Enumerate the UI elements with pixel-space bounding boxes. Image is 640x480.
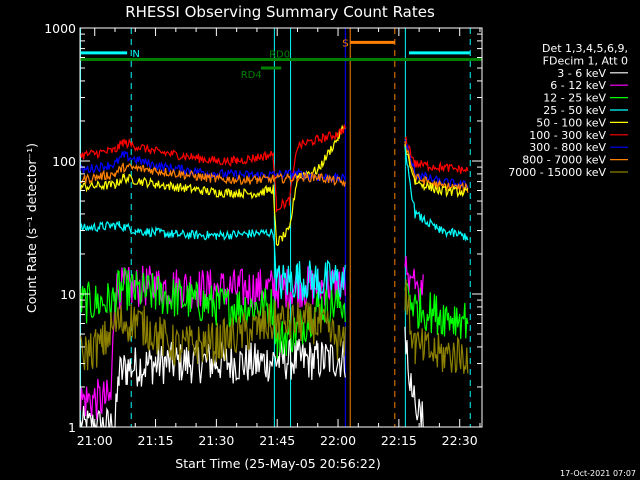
legend-label-100-300-kev: 100 - 300 keV	[529, 129, 606, 142]
x-tick-label: 21:45	[259, 433, 295, 448]
series-line-late-7000-15000-kev	[404, 279, 469, 374]
x-tick-label: 22:15	[381, 433, 417, 448]
legend-label-12-25-kev: 12 - 25 keV	[543, 92, 606, 105]
legend: Det 1,3,4,5,6,9,FDecim 1, Att 03 - 6 keV…	[508, 42, 628, 179]
y-tick-label: 1000	[44, 21, 76, 36]
x-tick-label: 22:30	[442, 433, 478, 448]
legend-label-7000-15000-kev: 7000 - 15000 keV	[508, 166, 606, 179]
legend-label-300-800-kev: 300 - 800 keV	[529, 141, 606, 154]
flag-label-rd0: RD0	[269, 49, 290, 60]
y-tick-label: 10	[60, 287, 76, 302]
series-line-300-800-kev	[79, 150, 346, 184]
x-tick-label: 21:00	[77, 433, 113, 448]
legend-label-800-7000-kev: 800 - 7000 keV	[522, 154, 606, 167]
flag-label-n: N	[132, 49, 139, 60]
series-line-late-100-300-kev	[404, 136, 469, 175]
x-tick-label: 21:15	[138, 433, 174, 448]
legend-header-line: FDecim 1, Att 0	[543, 54, 628, 67]
legend-label-25-50-kev: 25 - 50 keV	[543, 104, 606, 117]
y-tick-label: 100	[52, 154, 76, 169]
series-line-7000-15000-kev	[79, 301, 346, 371]
x-tick-label: 22:00	[320, 433, 356, 448]
legend-header-line: Det 1,3,4,5,6,9,	[542, 42, 628, 55]
legend-label-3-6-kev: 3 - 6 keV	[557, 67, 606, 80]
y-tick-label: 1	[68, 420, 76, 435]
series-line-12-25-kev	[79, 266, 346, 359]
series-line-late-3-6-kev	[404, 326, 424, 428]
series-line-6-12-kev	[79, 265, 346, 420]
axes: 21:00 21:15 21:30 21:45 22:00 22:15 22:30 1 10 10…	[44, 21, 482, 448]
y-axis-label: Count Rate (s⁻¹ detector⁻¹)	[24, 143, 39, 313]
series-line-late-50-100-kev	[404, 144, 469, 199]
legend-label-50-100-kev: 50 - 100 keV	[536, 116, 606, 129]
footer-timestamp: 17-Oct-2021 07:07	[560, 469, 636, 478]
series-line-800-7000-kev	[80, 162, 346, 187]
series-line-25-50-kev	[79, 220, 346, 301]
series-line-late-25-50-kev	[404, 146, 469, 242]
plot-area: N S RD0 RD4	[79, 28, 482, 428]
plot-frame	[79, 27, 483, 428]
flag-label-rd4: RD4	[241, 70, 262, 81]
x-axis-label: Start Time (25-May-05 20:56:22)	[175, 456, 380, 471]
chart-title: RHESSI Observing Summary Count Rates	[125, 3, 435, 21]
series-line-100-300-kev	[79, 124, 346, 213]
x-tick-label: 21:30	[198, 433, 234, 448]
legend-label-6-12-kev: 6 - 12 keV	[550, 79, 606, 92]
series-line-late-12-25-kev	[404, 282, 469, 340]
series-line-late-800-7000-kev	[404, 141, 469, 195]
flag-label-s: S	[342, 38, 348, 49]
